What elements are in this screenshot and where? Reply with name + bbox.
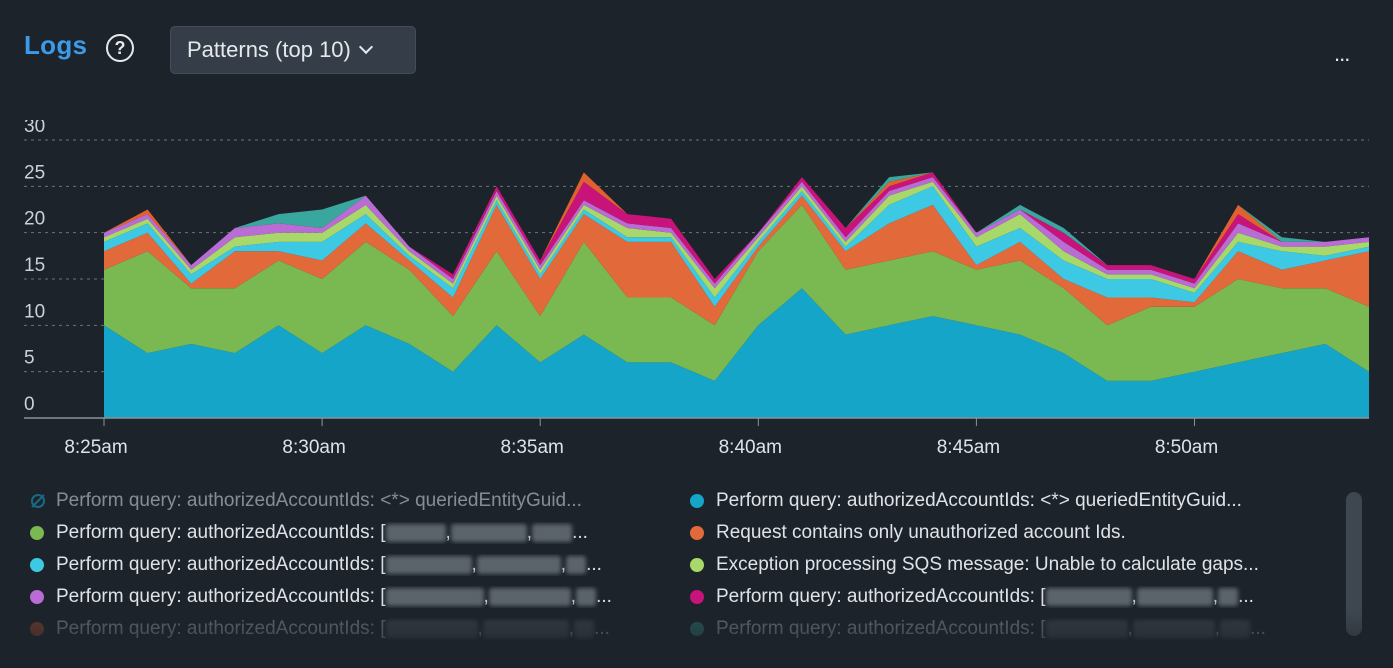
separator: ...: [572, 522, 588, 543]
y-tick-label: 30: [24, 120, 45, 137]
chart-legend: Perform query: authorizedAccountIds: <*>…: [30, 490, 1330, 650]
legend-item[interactable]: Perform query: authorizedAccountIds: <*>…: [30, 490, 658, 512]
legend-dot: [690, 558, 704, 572]
separator: ,: [483, 586, 489, 607]
redacted-id: [574, 620, 595, 638]
redacted-id: [482, 620, 569, 638]
legend-item[interactable]: Perform query: authorizedAccountIds: [, …: [30, 554, 658, 576]
redacted-id: [1220, 620, 1251, 638]
ellipsis-icon[interactable]: ...: [1334, 41, 1350, 66]
redacted-id: [576, 588, 597, 606]
legend-label: Perform query: authorizedAccountIds: <*>…: [716, 490, 1242, 511]
separator: ...: [596, 586, 612, 607]
separator: ...: [1250, 618, 1266, 639]
legend-label: Perform query: authorizedAccountIds: [: [56, 522, 386, 543]
redacted-id: [1132, 620, 1215, 638]
legend-item[interactable]: Request contains only unauthorized accou…: [690, 522, 1318, 544]
redacted-id: [385, 524, 446, 542]
chevron-down-icon: [358, 39, 373, 55]
area-series-0[interactable]: [104, 288, 1369, 418]
legend-dot: [30, 558, 44, 572]
legend-dot: [690, 526, 704, 540]
y-tick-label: 5: [24, 348, 35, 369]
hidden-series-icon: [31, 494, 45, 508]
x-tick-label: 8:25am: [64, 437, 127, 458]
legend-label: Perform query: authorizedAccountIds: [: [56, 554, 386, 575]
legend-item[interactable]: Perform query: authorizedAccountIds: [, …: [690, 618, 1318, 640]
redacted-id: [385, 556, 472, 574]
legend-label: Request contains only unauthorized accou…: [716, 522, 1126, 543]
redacted-id: [385, 620, 478, 638]
legend-label: Exception processing SQS message: Unable…: [716, 554, 1259, 575]
separator: ,: [1127, 618, 1133, 639]
x-tick-label: 8:45am: [937, 437, 1000, 458]
redacted-id: [1136, 588, 1213, 606]
legend-item[interactable]: Perform query: authorizedAccountIds: <*>…: [690, 490, 1318, 512]
separator: ...: [594, 618, 610, 639]
separator: ,: [526, 522, 533, 543]
legend-label: Perform query: authorizedAccountIds: [: [56, 618, 386, 639]
dropdown-label: Patterns (top 10): [187, 37, 351, 62]
redacted-id: [1218, 588, 1239, 606]
legend-item[interactable]: Exception processing SQS message: Unable…: [690, 554, 1318, 576]
panel-title[interactable]: Logs: [24, 30, 88, 60]
separator: ,: [477, 618, 483, 639]
legend-dot: [690, 494, 704, 508]
separator: ...: [1238, 586, 1254, 607]
question-circle-icon[interactable]: ?: [106, 34, 134, 62]
area-series-1[interactable]: [104, 204, 1369, 381]
redacted-id: [476, 556, 561, 574]
redacted-id: [385, 588, 484, 606]
separator: ,: [570, 586, 577, 607]
legend-label: Perform query: authorizedAccountIds: [: [56, 586, 386, 607]
patterns-dropdown[interactable]: Patterns (top 10): [170, 26, 416, 74]
y-tick-label: 25: [24, 162, 45, 183]
separator: ,: [560, 554, 567, 575]
y-tick-label: 15: [24, 255, 45, 276]
stacked-area-chart[interactable]: 0 5 10 15 20 25 30 8:25am 8:30am 8:35am 8:40am 8:45…: [0, 120, 1393, 470]
x-tick-label: 8:40am: [719, 437, 782, 458]
legend-dot: [30, 622, 44, 636]
redacted-id: [566, 556, 587, 574]
legend-dot: [30, 590, 44, 604]
legend-dot: [690, 590, 704, 604]
x-tick-label: 8:30am: [282, 437, 345, 458]
legend-label: Perform query: authorizedAccountIds: <*>…: [56, 490, 582, 511]
legend-item[interactable]: Perform query: authorizedAccountIds: [, …: [30, 522, 658, 544]
redacted-id: [532, 524, 573, 542]
y-tick-label: 0: [24, 394, 35, 415]
redacted-id: [488, 588, 571, 606]
x-tick-label: 8:50am: [1155, 437, 1218, 458]
redacted-id: [1045, 588, 1132, 606]
legend-item[interactable]: Perform query: authorizedAccountIds: [, …: [30, 586, 658, 608]
legend-dot: [690, 622, 704, 636]
separator: ...: [586, 554, 602, 575]
redacted-id: [450, 524, 527, 542]
y-tick-label: 10: [24, 301, 45, 322]
separator: ,: [445, 522, 451, 543]
legend-item[interactable]: Perform query: authorizedAccountIds: [, …: [30, 618, 658, 640]
separator: ,: [471, 554, 477, 575]
y-tick-label: 20: [24, 209, 45, 230]
separator: ,: [1212, 586, 1219, 607]
legend-label: Perform query: authorizedAccountIds: [: [716, 618, 1046, 639]
legend-dot: [30, 526, 44, 540]
legend-scrollbar[interactable]: [1346, 492, 1362, 636]
legend-label: Perform query: authorizedAccountIds: [: [716, 586, 1046, 607]
redacted-id: [1045, 620, 1128, 638]
legend-item[interactable]: Perform query: authorizedAccountIds: [, …: [690, 586, 1318, 608]
x-tick-label: 8:35am: [501, 437, 564, 458]
separator: ,: [1131, 586, 1137, 607]
